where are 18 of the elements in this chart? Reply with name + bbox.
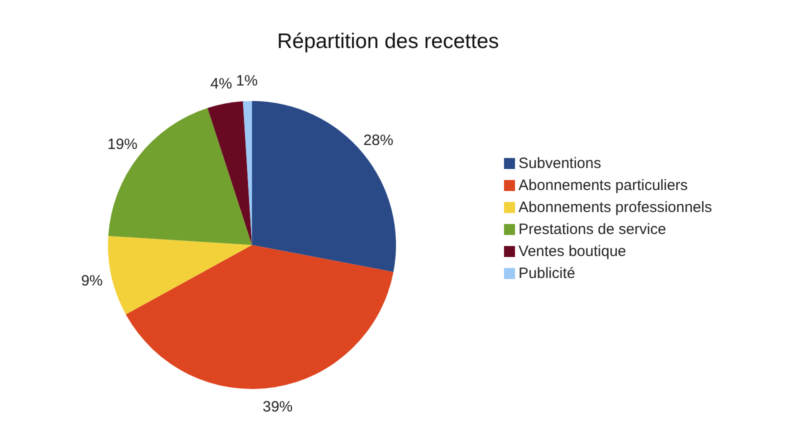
- data-label: 28%: [363, 132, 394, 149]
- pie-slice: [108, 236, 252, 314]
- data-label: 19%: [107, 136, 138, 153]
- data-label: 4%: [210, 75, 232, 92]
- pie-slice: [108, 108, 252, 245]
- legend-label: Publicité: [518, 264, 576, 282]
- legend-label: Prestations de service: [518, 220, 666, 238]
- legend-label: Ventes boutique: [518, 242, 626, 260]
- legend-label: Subventions: [518, 154, 602, 172]
- chart-title: Répartition des recettes: [276, 30, 500, 54]
- data-label: 9%: [81, 272, 103, 290]
- pie-slice: [208, 101, 252, 245]
- legend-label: Abonnements particuliers: [518, 176, 688, 194]
- pie-slice: [126, 245, 394, 389]
- data-label: 39%: [262, 398, 293, 416]
- legend-label: Abonnements professionnels: [518, 198, 712, 216]
- data-label: 1%: [236, 72, 258, 90]
- pie-slice: [252, 101, 396, 272]
